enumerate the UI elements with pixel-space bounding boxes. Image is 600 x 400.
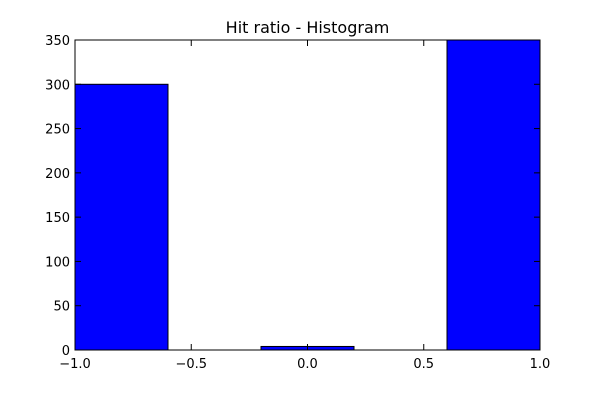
x-tick-label: 0.0 — [297, 357, 318, 372]
y-tick-label: 250 — [45, 123, 70, 138]
y-tick-label: 150 — [45, 211, 70, 226]
x-tick-label: −1.0 — [59, 357, 91, 372]
y-axis-ticks: 0 50 100 150 200 250 300 350 — [45, 34, 540, 359]
histogram-bar-0 — [74, 83, 169, 351]
y-tick-label: 300 — [45, 78, 70, 93]
x-tick-label: −0.5 — [175, 357, 207, 372]
histogram-bar-2 — [446, 39, 541, 351]
chart-title: Hit ratio - Histogram — [226, 18, 390, 37]
y-tick-label: 100 — [45, 255, 70, 270]
y-tick-label: 350 — [45, 34, 70, 49]
x-tick-label: 0.5 — [413, 357, 434, 372]
x-axis-ticks: −1.0 −0.5 0.0 0.5 1.0 — [59, 40, 550, 372]
x-tick-label: 1.0 — [530, 357, 551, 372]
y-tick-label: 200 — [45, 167, 70, 182]
y-tick-label: 0 — [62, 344, 70, 359]
bars-group — [74, 39, 541, 351]
y-tick-label: 50 — [53, 300, 70, 315]
